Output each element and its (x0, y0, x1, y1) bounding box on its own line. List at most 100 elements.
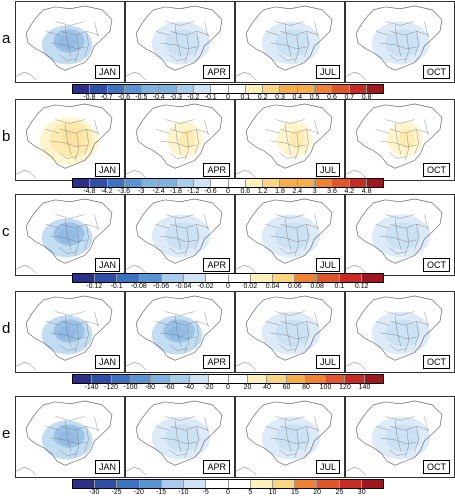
tick-label: -0.5 (135, 94, 148, 101)
tick-label: -0.1 (110, 283, 123, 290)
tick-label: 0.4 (292, 94, 303, 101)
colorbar-segment (175, 179, 193, 187)
tick-label: -25 (111, 489, 122, 496)
map-svg (16, 198, 113, 274)
colorbar-segment (169, 375, 189, 383)
map-panel: OCT (345, 99, 455, 181)
map-panel: JUL (235, 194, 345, 276)
colorbar-segment (331, 179, 349, 187)
tick-label: -0.06 (153, 283, 170, 290)
tick-label: -10 (178, 489, 189, 496)
map-panel: JAN (15, 396, 125, 478)
map-panel: OCT (345, 1, 455, 83)
tick-label: -3 (138, 188, 145, 195)
colorbar-segment (130, 375, 150, 383)
map-panel: JUL (235, 291, 345, 373)
tick-label: -0.08 (130, 283, 147, 290)
colorbar (72, 84, 384, 94)
colorbar-segment (160, 274, 184, 282)
month-label: JUL (315, 65, 340, 79)
colorbar-segment (116, 274, 139, 282)
month-label: OCT (423, 460, 450, 474)
colorbar-segment (110, 375, 131, 383)
tick-label: -0.7 (100, 94, 113, 101)
tick-label: 25 (335, 489, 344, 496)
colorbar-segment (331, 85, 349, 93)
colorbar-segment (313, 85, 332, 93)
tick-label: -60 (164, 384, 175, 391)
month-label: OCT (423, 163, 450, 177)
colorbar-ticks: -140 -120 -100 -80 -60 -40 -20 0 20 40 60 80 100 120 1… (72, 384, 384, 394)
tick-label: 0.1 (334, 283, 345, 290)
tick-label: 15 (290, 489, 299, 496)
colorbar-segment (249, 274, 272, 282)
colorbar-ticks: -30 -25 -20 -15 -10 -5 0 5 10 15 20 25 30 (72, 489, 384, 499)
tick-label: 100 (319, 384, 332, 391)
month-label: APR (203, 460, 230, 474)
colorbar-segment (338, 274, 361, 282)
colorbar-segment (365, 179, 384, 187)
colorbar-segment (123, 85, 142, 93)
colorbar-segment (246, 375, 267, 383)
colorbar-segment (316, 274, 339, 282)
colorbar-segment (294, 480, 317, 488)
colorbar-segment (227, 85, 245, 93)
colorbar-segment (262, 179, 280, 187)
tick-label: -80 (144, 384, 156, 391)
colorbar-segment (266, 375, 286, 383)
tick-label: -0.1 (204, 94, 217, 101)
colorbar-segment (227, 179, 245, 187)
month-label: APR (203, 65, 230, 79)
colorbar-segment (296, 179, 314, 187)
colorbar (72, 273, 384, 283)
month-label: JAN (94, 163, 120, 177)
tick-label: -0.04 (175, 283, 192, 290)
colorbar-segment (123, 179, 142, 187)
colorbar-segment (313, 179, 332, 187)
colorbar-segment (91, 375, 111, 383)
map-panel: APR (125, 1, 235, 83)
row-letter: d (2, 320, 11, 337)
month-label: JAN (94, 460, 120, 474)
map-panel: OCT (345, 396, 455, 478)
colorbar-segment (192, 179, 211, 187)
tick-label: 0.06 (288, 283, 302, 290)
colorbar-segment (183, 274, 206, 282)
tick-label: -2.4 (152, 188, 165, 195)
colorbar-segment (244, 85, 263, 93)
colorbar-segment (73, 85, 90, 93)
month-label: APR (203, 163, 230, 177)
tick-label: 0.08 (310, 283, 324, 290)
month-label: OCT (423, 65, 450, 79)
tick-label: -0.6 (117, 94, 131, 101)
tick-label: -0.02 (197, 283, 214, 290)
colorbar-segment (338, 480, 361, 488)
month-label: JAN (94, 258, 120, 272)
tick-label: -0.6 (204, 188, 217, 195)
tick-label: 0.5 (309, 94, 320, 101)
colorbar-segment (285, 375, 306, 383)
map-svg (346, 103, 443, 179)
colorbar-segment (205, 274, 228, 282)
colorbar-segment (365, 85, 384, 93)
colorbar-segment (305, 375, 325, 383)
colorbar-segment (210, 179, 228, 187)
colorbar (72, 374, 384, 384)
tick-label: -3.6 (117, 188, 131, 195)
map-svg (236, 400, 333, 476)
colorbar-segment (316, 480, 339, 488)
colorbar-segment (158, 85, 176, 93)
colorbar-segment (344, 375, 364, 383)
map-panel: APR (125, 291, 235, 373)
map-svg (126, 295, 223, 371)
tick-label: 80 (302, 384, 310, 391)
colorbar-segment (89, 85, 107, 93)
tick-label: 1.8 (275, 188, 285, 195)
tick-label: -40 (183, 384, 195, 391)
row-letter: e (2, 425, 11, 442)
tick-label: -0.2 (187, 94, 200, 101)
tick-label: 0 (226, 384, 230, 391)
colorbar-segment (360, 480, 384, 488)
month-label: JAN (94, 355, 120, 369)
tick-label: 2.4 (292, 188, 303, 195)
